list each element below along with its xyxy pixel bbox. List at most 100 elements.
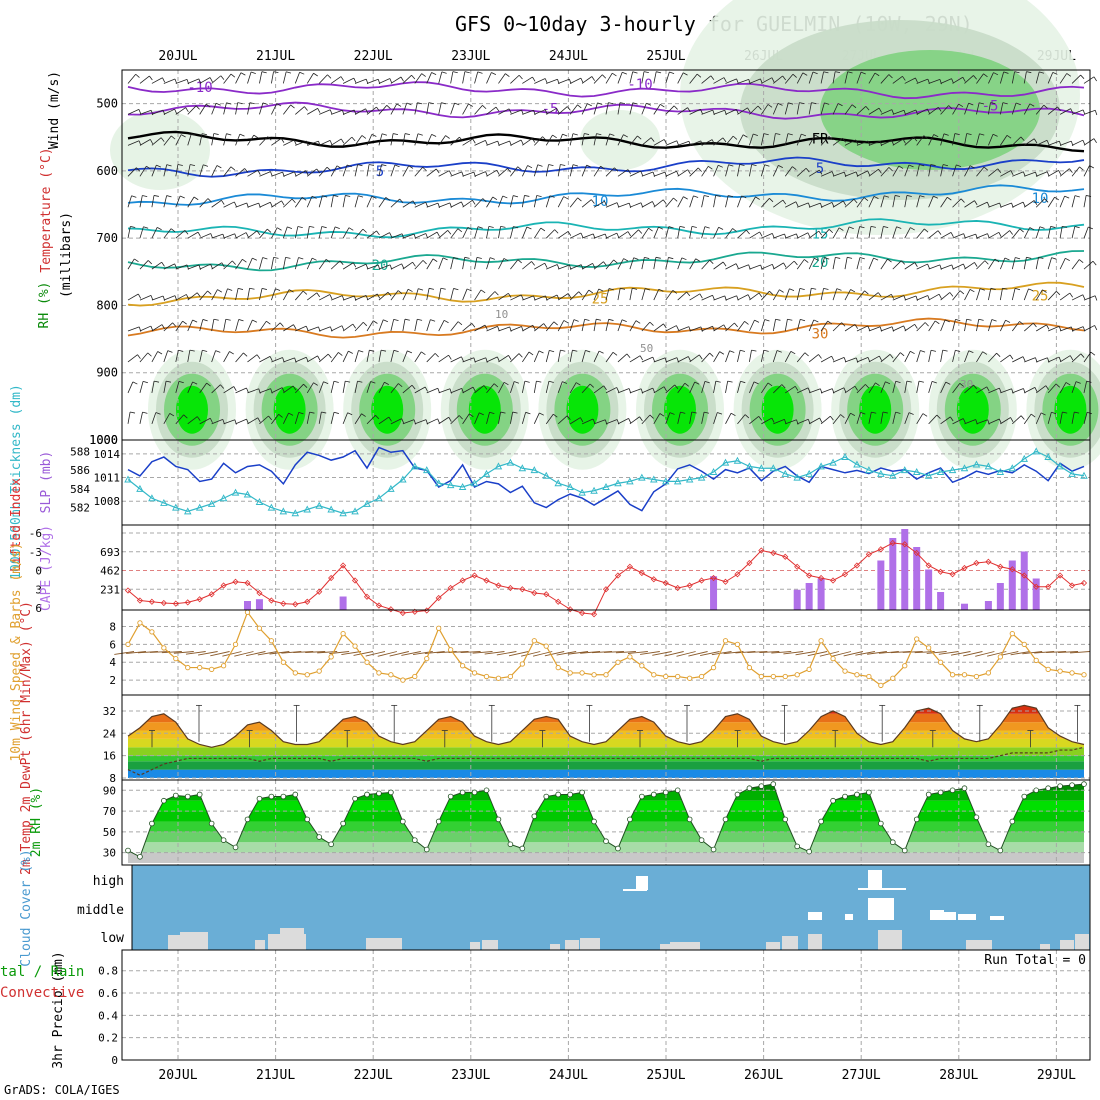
- upper-wind-barb: [462, 103, 469, 115]
- wind-speed-point: [782, 673, 788, 680]
- wind-speed-point: [292, 670, 298, 676]
- upper-wind-barb: [677, 169, 688, 177]
- upper-wind-barb-flag: [848, 226, 854, 230]
- upper-wind-barb: [1071, 195, 1076, 208]
- upper-wind-barb: [390, 319, 395, 332]
- upper-wind-barb-flag: [532, 325, 536, 330]
- thickness-point: [697, 473, 706, 481]
- upper-wind-barb: [808, 169, 820, 177]
- surface-wind-barb: [496, 651, 517, 656]
- upper-wind-barb-flag: [517, 166, 522, 171]
- upper-wind-barb-flag: [889, 354, 894, 359]
- upper-wind-barb: [1071, 326, 1084, 332]
- thickness-point: [399, 475, 407, 483]
- upper-wind-barb-flag: [711, 139, 715, 145]
- upper-wind-barb: [307, 326, 319, 332]
- upper-wind-barb: [725, 322, 735, 332]
- upper-wind-barb: [366, 196, 373, 208]
- surface-wind-barb: [544, 651, 565, 657]
- upper-wind-barb: [295, 170, 307, 177]
- upper-wind-barb: [820, 257, 825, 270]
- wind-speed-point: [806, 666, 812, 673]
- upper-wind-barb-flag: [161, 261, 165, 267]
- upper-wind-barb-flag: [1052, 72, 1058, 75]
- upper-wind-barb: [760, 164, 766, 177]
- surface-wind-barb: [615, 651, 636, 654]
- upper-wind-barb: [653, 289, 660, 301]
- upper-wind-barb: [773, 199, 784, 208]
- wind-speed-point: [256, 625, 263, 631]
- upper-wind-barb-flag: [156, 227, 162, 231]
- upper-wind-barb: [557, 293, 569, 301]
- wind-speed-point: [137, 620, 143, 626]
- upper-wind-barb-flag: [281, 200, 285, 206]
- upper-wind-barb: [940, 133, 945, 146]
- upper-wind-barb: [283, 198, 293, 208]
- upper-wind-barb: [952, 198, 962, 208]
- upper-wind-barb: [617, 134, 624, 146]
- upper-wind-barb: [139, 109, 152, 115]
- upper-wind-barb-flag: [361, 135, 367, 139]
- upper-wind-barb: [737, 321, 745, 332]
- upper-wind-barb-flag: [958, 103, 964, 108]
- upper-wind-barb-flag: [480, 289, 486, 294]
- upper-wind-barb: [940, 319, 946, 332]
- rh-point: [854, 791, 860, 798]
- upper-wind-barb: [259, 201, 271, 208]
- rh-shade-low: [371, 385, 404, 434]
- lifted-index-point: [913, 549, 920, 557]
- lifted-index-point: [483, 577, 490, 584]
- rh-contour-label: 50: [640, 342, 653, 355]
- upper-wind-barb-flag: [679, 225, 685, 228]
- rh-shade-low: [468, 385, 501, 434]
- upper-wind-barb: [450, 388, 462, 394]
- upper-wind-barb-flag: [287, 226, 293, 229]
- upper-wind-barb: [342, 323, 354, 332]
- rh-point: [196, 791, 203, 798]
- thickness-point: [733, 456, 742, 464]
- upper-wind-barb-flag: [955, 349, 961, 352]
- upper-wind-barb-flag: [676, 171, 679, 176]
- upper-wind-barb: [868, 412, 872, 424]
- upper-wind-barb: [1083, 76, 1095, 84]
- upper-wind-barb: [557, 320, 565, 332]
- upper-wind-barb: [235, 387, 247, 394]
- upper-wind-barb: [438, 135, 446, 146]
- wind-speed-point: [973, 673, 980, 680]
- upper-wind-barb-flag: [658, 226, 664, 230]
- upper-wind-barb: [546, 294, 558, 301]
- upper-wind-barb-flag: [986, 202, 990, 207]
- upper-wind-barb-flag: [908, 412, 914, 415]
- bottom-day-label: 24JUL: [549, 1068, 588, 1083]
- upper-wind-barb-flag: [814, 134, 820, 138]
- rh-shade-low: [1054, 385, 1087, 434]
- upper-wind-barb-flag: [640, 170, 644, 176]
- upper-wind-barb: [952, 319, 956, 332]
- upper-wind-barb: [796, 133, 802, 146]
- upper-wind-barb: [976, 73, 984, 84]
- surface-wind-barb: [293, 651, 314, 654]
- upper-wind-barb-flag: [563, 320, 569, 324]
- upper-wind-barb-flag: [896, 226, 902, 229]
- upper-wind-barb-flag: [461, 356, 464, 362]
- upper-wind-barb: [1047, 325, 1060, 332]
- upper-wind-barb-flag: [205, 103, 211, 108]
- isotherm-label: -5: [542, 101, 559, 117]
- bottom-day-label: 28JUL: [939, 1068, 978, 1083]
- upper-wind-barb-flag: [681, 257, 687, 261]
- upper-wind-barb: [402, 289, 409, 301]
- upper-wind-barb-flag: [348, 350, 353, 354]
- upper-wind-barb: [271, 257, 274, 270]
- cape-bar: [937, 592, 945, 610]
- upper-wind-barb-flag: [311, 195, 317, 199]
- upper-wind-barb: [330, 226, 336, 239]
- upper-wind-barb-flag: [997, 168, 1002, 174]
- upper-wind-barb-flag: [741, 195, 747, 199]
- upper-wind-barb: [952, 350, 956, 363]
- isotherm-line: [127, 218, 1085, 239]
- upper-wind-barb-flag: [942, 164, 949, 167]
- upper-wind-barb-flag: [497, 356, 500, 362]
- upper-wind-barb-flag: [931, 381, 937, 384]
- upper-wind-barb-flag: [983, 166, 989, 171]
- upper-wind-barb-flag: [1009, 354, 1014, 360]
